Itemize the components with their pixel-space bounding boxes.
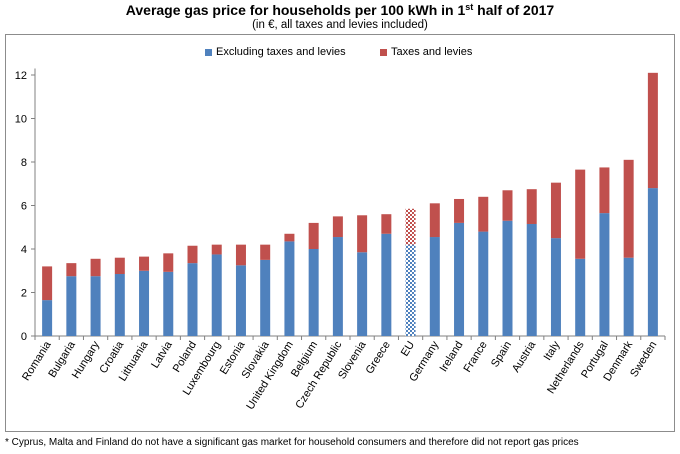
bar-czech-republic-taxes	[332, 216, 343, 238]
bar-denmark-excl-taxes	[623, 257, 634, 336]
bar-lithuania-taxes	[139, 256, 150, 271]
legend-swatch-blue	[205, 48, 212, 56]
bar-croatia-excl-taxes	[114, 274, 125, 336]
bar-ireland-excl-taxes	[454, 222, 465, 336]
y-tick-label: 6	[21, 201, 27, 213]
x-tick-label: Greece	[364, 339, 393, 376]
y-tick-label: 4	[21, 244, 27, 256]
bar-slovenia-taxes	[357, 215, 368, 253]
bar-eu-taxes	[405, 208, 416, 245]
x-tick-label: Italy	[542, 339, 563, 363]
y-tick-label: 8	[21, 157, 27, 169]
bar-latvia-excl-taxes	[163, 271, 174, 336]
bar-belgium-excl-taxes	[308, 249, 319, 336]
x-tick-label: EU	[399, 339, 417, 358]
legend-label-taxes: Taxes and levies	[391, 46, 473, 58]
bar-portugal-taxes	[599, 167, 610, 214]
bar-lithuania-excl-taxes	[139, 270, 150, 336]
bar-united-kingdom-excl-taxes	[284, 241, 295, 336]
bar-ireland-taxes	[454, 198, 465, 223]
legend-swatch-red	[380, 48, 387, 56]
bar-slovakia-excl-taxes	[260, 259, 271, 336]
bar-greece-excl-taxes	[381, 233, 392, 336]
bar-austria-excl-taxes	[526, 223, 537, 336]
bar-slovakia-taxes	[260, 244, 271, 260]
y-tick-label: 10	[15, 114, 27, 126]
y-tick-label: 2	[21, 288, 27, 300]
bar-denmark-taxes	[623, 159, 634, 258]
chart-frame	[5, 34, 675, 432]
bar-netherlands-excl-taxes	[575, 258, 586, 336]
chart-title: Average gas price for households per 100…	[125, 2, 555, 18]
bar-slovenia-excl-taxes	[357, 252, 368, 336]
footnote: * Cyprus, Malta and Finland do not have …	[5, 437, 579, 448]
bar-italy-excl-taxes	[550, 238, 561, 336]
bar-austria-taxes	[526, 189, 537, 224]
bar-luxembourg-taxes	[211, 244, 222, 255]
bar-united-kingdom-taxes	[284, 233, 295, 242]
bar-estonia-excl-taxes	[235, 265, 246, 336]
bar-sweden-taxes	[647, 72, 658, 189]
bar-hungary-excl-taxes	[90, 276, 101, 336]
bar-france-excl-taxes	[478, 231, 489, 336]
bar-romania-taxes	[42, 266, 53, 301]
bar-poland-taxes	[187, 245, 198, 264]
bar-italy-taxes	[550, 182, 561, 239]
bar-germany-taxes	[429, 203, 440, 238]
x-tick-label: Austria	[510, 338, 539, 374]
bar-czech-republic-excl-taxes	[332, 237, 343, 336]
bar-germany-excl-taxes	[429, 237, 440, 336]
bar-bulgaria-taxes	[66, 263, 77, 277]
bar-estonia-taxes	[235, 244, 246, 266]
bar-romania-excl-taxes	[42, 300, 53, 336]
x-tick-label: France	[461, 339, 489, 374]
bar-belgium-taxes	[308, 222, 319, 249]
bar-hungary-taxes	[90, 258, 101, 277]
bar-poland-excl-taxes	[187, 263, 198, 336]
legend-label-excluding-taxes: Excluding taxes and levies	[216, 46, 346, 58]
legend-item-excluding-taxes: Excluding taxes and levies	[205, 46, 346, 58]
bar-luxembourg-excl-taxes	[211, 254, 222, 336]
legend-item-taxes: Taxes and levies	[380, 46, 472, 58]
bar-eu-excl-taxes	[405, 244, 416, 336]
bar-netherlands-taxes	[575, 169, 586, 259]
bar-greece-taxes	[381, 214, 392, 234]
bar-spain-excl-taxes	[502, 220, 513, 336]
chart-legend: Excluding taxes and levies Taxes and lev…	[0, 45, 680, 61]
x-tick-label: Spain	[489, 339, 514, 369]
y-tick-label: 12	[15, 70, 27, 82]
bar-spain-taxes	[502, 190, 513, 221]
bar-latvia-taxes	[163, 253, 174, 272]
bar-sweden-excl-taxes	[647, 188, 658, 336]
y-tick-label: 0	[21, 331, 27, 343]
chart-subtitle: (in €, all taxes and levies included)	[252, 19, 428, 31]
bar-croatia-taxes	[114, 257, 125, 275]
bar-portugal-excl-taxes	[599, 213, 610, 336]
bar-france-taxes	[478, 196, 489, 232]
bar-bulgaria-excl-taxes	[66, 276, 77, 336]
